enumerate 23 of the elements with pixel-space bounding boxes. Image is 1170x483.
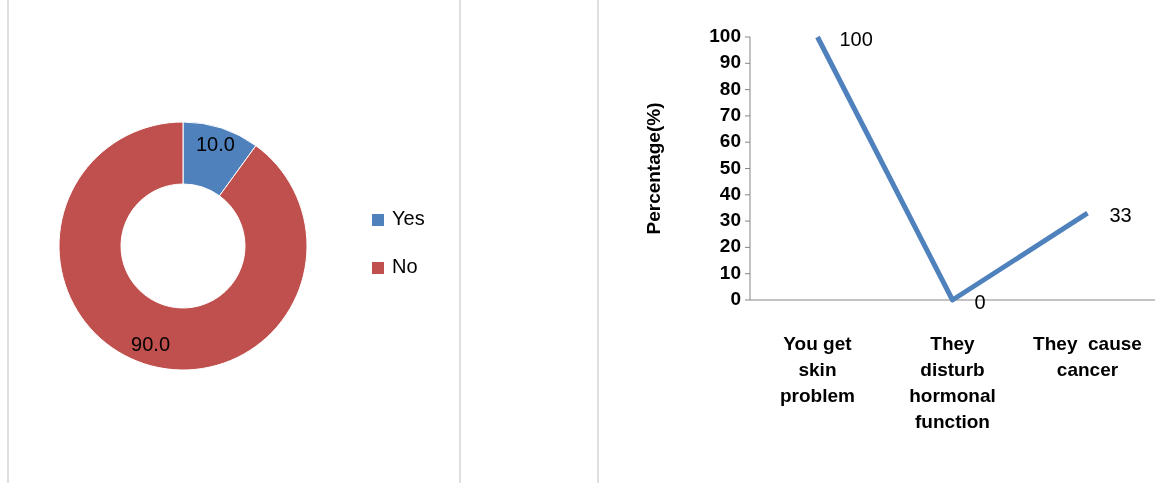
y-tick-label: 40: [719, 182, 741, 204]
y-axis-title: Percentage(%): [643, 102, 664, 235]
y-tick-label: 60: [719, 130, 741, 152]
y-tick-label: 0: [730, 288, 741, 310]
y-tick-label: 50: [719, 156, 741, 178]
data-label: 90.0: [131, 333, 171, 356]
legend-label: Yes: [392, 207, 425, 230]
y-tick-label: 80: [719, 77, 741, 99]
y-tick-label: 90: [719, 51, 741, 73]
legend-label: No: [392, 255, 418, 278]
data-label: 0: [974, 291, 986, 314]
x-tick-label: You get skin problem: [780, 333, 855, 406]
data-label: 100: [839, 28, 873, 51]
y-tick-label: 20: [719, 235, 741, 257]
x-tick-label: They cause cancer: [1033, 333, 1142, 380]
data-label: 33: [1109, 204, 1132, 227]
x-tick-label: They disturb hormonal function: [909, 333, 996, 432]
donut-slice: [58, 121, 308, 371]
y-tick-label: 10: [719, 261, 741, 283]
y-tick-label: 100: [709, 25, 741, 47]
y-tick-label: 30: [719, 209, 741, 231]
data-label: 10.0: [195, 133, 235, 156]
y-tick-label: 70: [719, 103, 741, 125]
